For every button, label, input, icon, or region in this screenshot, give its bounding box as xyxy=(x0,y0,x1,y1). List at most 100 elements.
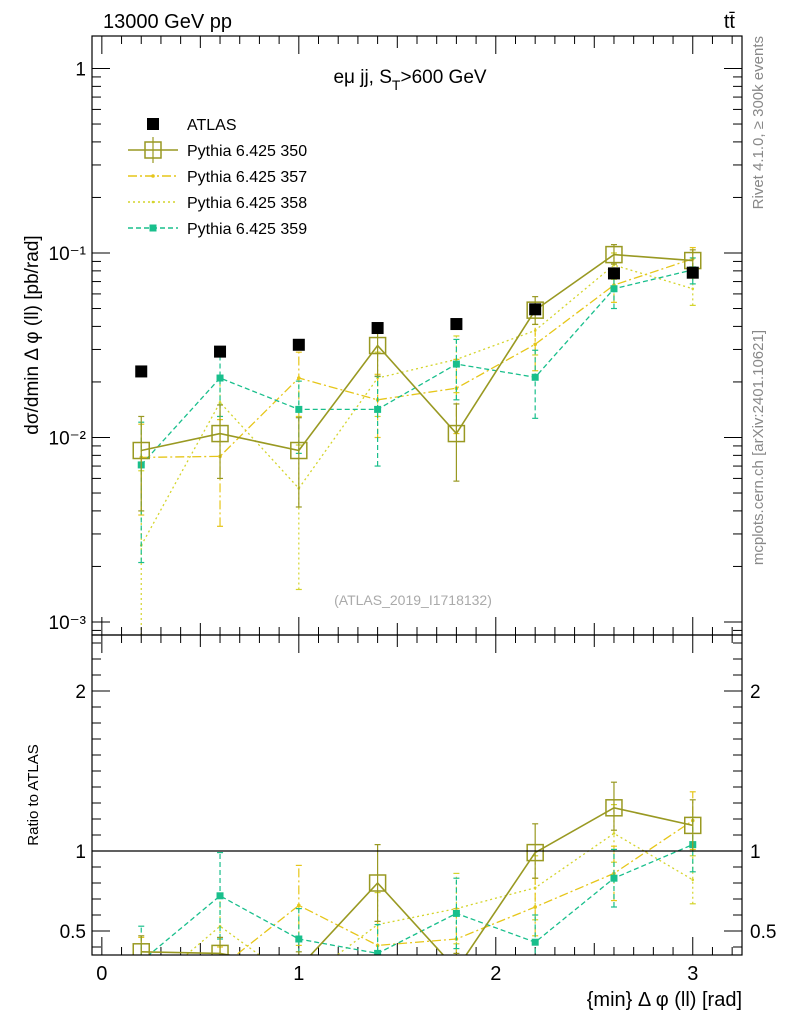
data-point-p357 xyxy=(533,342,537,347)
data-point-p359 xyxy=(610,285,618,293)
main-y-tick-label: 10⁻² xyxy=(49,428,87,449)
data-point-p359 xyxy=(216,374,224,382)
data-point-p350 xyxy=(290,441,308,460)
legend-label-p359: Pythia 6.425 359 xyxy=(187,221,307,238)
main-y-tick-label: 10⁻³ xyxy=(49,613,87,634)
series-p359 xyxy=(137,257,697,564)
ratio-y-tick-label-right: 2 xyxy=(750,682,761,703)
ratio-series-layer xyxy=(132,781,702,995)
ratio-point-p350 xyxy=(211,944,229,955)
ratio-frame xyxy=(91,634,743,956)
ratio-point-p350 xyxy=(368,874,387,892)
data-point-p359 xyxy=(452,360,460,368)
data-point-p359 xyxy=(374,405,382,413)
ratio-y-tick-label: 2 xyxy=(75,682,86,703)
ratio-point-p359 xyxy=(295,935,303,943)
legend-marker-p358 xyxy=(151,200,155,204)
ratio-point-p350 xyxy=(526,843,544,862)
legend-marker-atlas xyxy=(147,118,159,130)
data-point-p358 xyxy=(691,287,695,291)
series-p358 xyxy=(138,252,696,635)
data-point-p350 xyxy=(132,441,150,460)
ratio-point-p350 xyxy=(132,943,150,955)
data-point-atlas xyxy=(450,318,463,331)
ratio-point-p358 xyxy=(691,878,695,882)
ratio-line-p350 xyxy=(141,806,693,955)
main-series-layer xyxy=(132,244,702,635)
data-point-atlas xyxy=(529,303,542,316)
ratio-point-p359 xyxy=(452,909,460,917)
data-point-atlas xyxy=(371,322,384,335)
ratio-y-axis-label: Ratio to ATLAS xyxy=(25,744,42,845)
energy-label: 13000 GeV pp xyxy=(103,11,232,33)
ratio-point-p350 xyxy=(684,816,702,835)
data-point-atlas xyxy=(686,266,699,279)
legend-entry-p358: Pythia 6.425 358 xyxy=(128,195,307,212)
data-point-p350 xyxy=(211,424,229,443)
data-point-p357 xyxy=(297,376,301,380)
legend-entry-atlas: ATLAS xyxy=(147,117,237,134)
main-y-tick-label: 10⁻¹ xyxy=(49,244,87,265)
legend: ATLAS Pythia 6.425 350 Pythia 6.425 357 Pyt… xyxy=(128,117,307,238)
legend-label-p358: Pythia 6.425 358 xyxy=(187,195,307,212)
data-point-p350 xyxy=(526,301,544,319)
ratio-point-p359 xyxy=(374,949,382,955)
process-label: tt̄ xyxy=(724,11,736,33)
ratio-series-p350 xyxy=(132,781,702,955)
ratio-point-p350 xyxy=(605,799,623,817)
legend-marker-p359 xyxy=(149,224,157,232)
ratio-point-p359 xyxy=(610,874,618,882)
x-tick-label: 2 xyxy=(490,963,501,985)
data-point-p358 xyxy=(218,401,222,404)
main-axes-layer: 1 10⁻¹ 10⁻² 10⁻³ xyxy=(49,36,742,955)
main-panel: 1 10⁻¹ 10⁻² 10⁻³ eμ jj, ST>600 GeV (ATLAS_2… xyxy=(22,35,743,955)
mcplots-label: mcplots.cern.ch [arXiv:2401.10621] xyxy=(750,330,767,565)
x-axis-label: {min} Δ φ (ll) [rad] xyxy=(587,989,742,1011)
legend-marker-p350 xyxy=(144,141,162,159)
ratio-point-p358 xyxy=(140,992,143,995)
legend-label-p350: Pythia 6.425 350 xyxy=(187,143,307,160)
ratio-point-p357 xyxy=(218,966,222,970)
ratio-point-p359 xyxy=(138,958,145,965)
x-tick-label: 1 xyxy=(293,963,304,985)
legend-entry-p357: Pythia 6.425 357 xyxy=(128,169,307,186)
legend-marker-p357 xyxy=(151,174,155,178)
main-y-tick-label: 1 xyxy=(75,59,86,80)
ratio-y-tick-label: 1 xyxy=(75,842,86,863)
series-line-p350 xyxy=(141,253,693,452)
ratio-point-p359 xyxy=(216,892,224,900)
data-point-atlas xyxy=(607,267,620,280)
legend-label-p357: Pythia 6.425 357 xyxy=(187,169,307,186)
ratio-y-tick-label-right: 0.5 xyxy=(750,922,776,943)
data-point-p359 xyxy=(295,405,303,413)
series-line-p358 xyxy=(140,264,693,546)
x-tick-label: 3 xyxy=(687,963,698,985)
data-point-atlas xyxy=(214,345,227,358)
analysis-watermark: (ATLAS_2019_I1718132) xyxy=(334,592,492,608)
data-point-p359 xyxy=(531,373,539,381)
series-line-p357 xyxy=(141,258,693,459)
ratio-series-p358 xyxy=(140,803,696,995)
ratio-point-p358 xyxy=(612,832,616,835)
ratio-y-tick-label-right: 1 xyxy=(750,842,761,863)
ratio-series-clipped xyxy=(132,781,702,995)
ratio-line-p357 xyxy=(235,820,694,955)
ratio-panel: 0.5 0.5 1 1 2 2 0 1 2 3 Ratio to ATLAS {min} Δ φ … xyxy=(25,634,776,1011)
ratio-line-p359 xyxy=(147,844,694,955)
ratio-point-p357 xyxy=(533,905,537,909)
ratio-axes-layer: 0.5 0.5 1 1 2 2 0 1 2 3 xyxy=(60,642,776,985)
ratio-y-tick-label: 0.5 xyxy=(60,922,86,943)
ratio-series-p359 xyxy=(138,816,697,965)
x-tick-label: 0 xyxy=(96,963,107,985)
data-point-p350 xyxy=(605,245,623,264)
rivet-label: Rivet 4.1.0, ≥ 300k events xyxy=(750,36,767,209)
legend-entry-p359: Pythia 6.425 359 xyxy=(128,221,307,238)
ratio-series-p357 xyxy=(138,791,696,970)
series-line-p359 xyxy=(140,269,693,466)
data-point-p350 xyxy=(447,424,466,443)
ratio-line-p358 xyxy=(185,832,694,955)
ratio-point-p359 xyxy=(531,938,539,946)
data-point-atlas xyxy=(292,338,305,351)
legend-label-atlas: ATLAS xyxy=(187,117,237,134)
